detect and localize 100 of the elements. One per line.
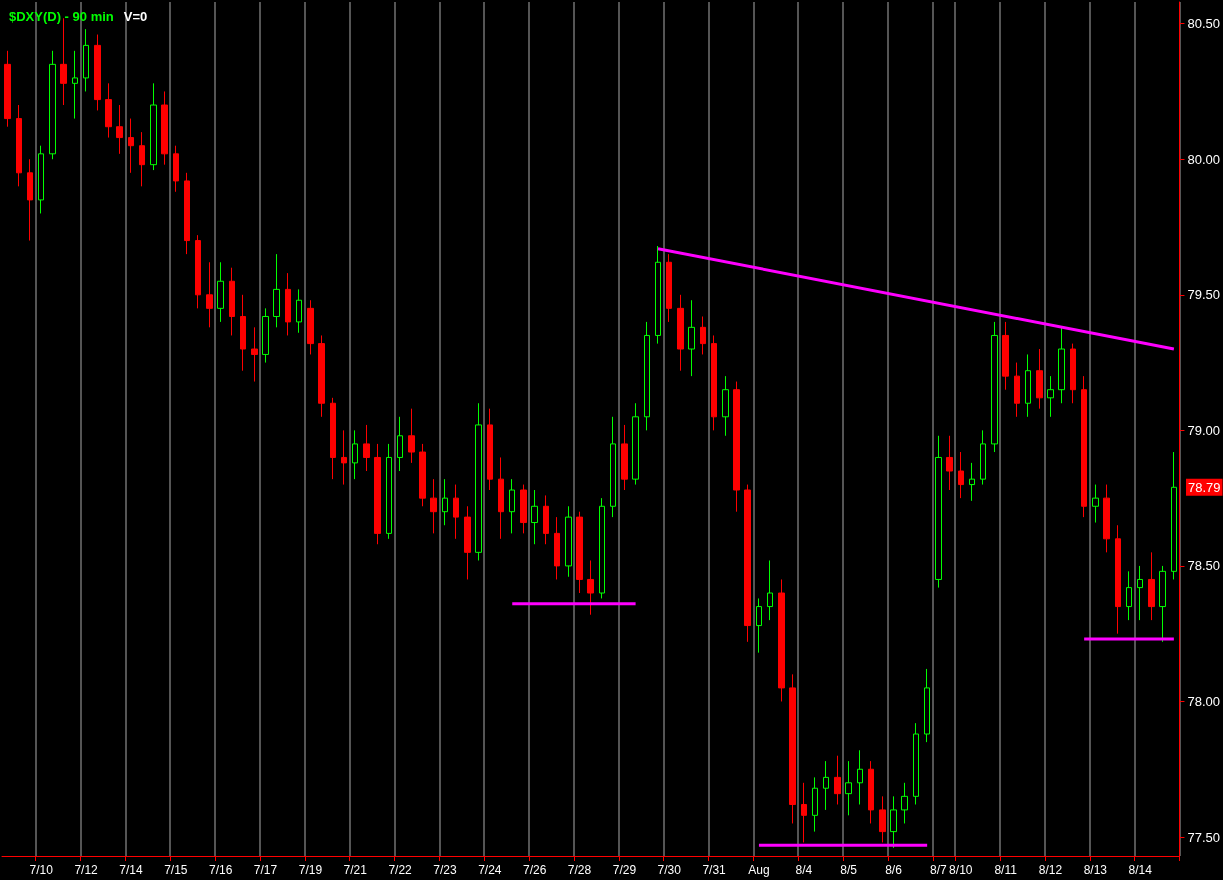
candlestick: [408, 408, 415, 464]
candlestick: [621, 424, 628, 491]
candlestick: [991, 321, 998, 453]
candlestick: [442, 478, 448, 526]
candlestick: [1036, 348, 1043, 410]
candlestick: [1025, 353, 1031, 418]
candlestick: [935, 435, 942, 589]
candlestick: [1171, 451, 1177, 580]
candlestick: [901, 782, 908, 824]
x-tick-label: 7/15: [164, 863, 188, 877]
candlestick: [72, 50, 78, 120]
candlestick: [453, 484, 459, 540]
candlestick: [913, 722, 919, 805]
candlestick: [386, 443, 392, 540]
candlestick: [823, 760, 829, 811]
candlestick: [397, 416, 403, 472]
candlestick: [330, 397, 336, 480]
candlestick: [711, 334, 717, 431]
candlestick: [352, 429, 358, 480]
y-tick-label: 78.00: [1187, 693, 1221, 709]
x-tick-label: 7/10: [29, 863, 54, 877]
candlestick: [173, 145, 179, 193]
candlestick: [1014, 362, 1020, 418]
candlestick: [958, 451, 964, 499]
candlestick: [464, 505, 471, 580]
x-tick-label: 7/22: [388, 863, 413, 877]
x-tick-label: 7/26: [522, 863, 547, 877]
candlestick: [83, 28, 89, 92]
candlestick: [845, 760, 852, 816]
candlestick: [1115, 524, 1121, 635]
x-tick-label: 8/7: [930, 863, 948, 877]
candlestick: [543, 494, 549, 545]
candlestick: [924, 668, 930, 743]
x-tick-label: 8/11: [994, 863, 1018, 877]
candlestick: [677, 294, 684, 372]
x-tick-label: 8/12: [1038, 863, 1063, 877]
candlestick: [576, 511, 583, 594]
text: $DXY(D) - 90 min: [9, 8, 114, 24]
x-tick-label: 7/12: [74, 863, 99, 877]
candlestick: [733, 381, 740, 513]
x-tick-label: 7/31: [702, 863, 727, 877]
candlestick: [744, 484, 751, 643]
candlestick: [128, 118, 134, 174]
candlestick: [273, 253, 280, 328]
candlestick: [688, 299, 695, 377]
x-tick-label: 7/30: [657, 863, 682, 877]
candlestick: [184, 172, 190, 255]
candlestick: [722, 375, 729, 437]
candlestick: [520, 484, 527, 534]
candlestick: [195, 234, 201, 309]
candlestick: [587, 559, 594, 616]
x-tick-label: 7/16: [208, 863, 233, 877]
x-tick-label: 8/10: [949, 863, 973, 877]
candlestick: [374, 443, 381, 545]
candlestick: [655, 245, 661, 345]
candlestick: [150, 82, 157, 171]
x-tick-label: 7/14: [119, 863, 143, 877]
candlestick: [49, 50, 56, 160]
x-tick-label: 7/28: [567, 863, 592, 877]
y-tick-label: 77.50: [1187, 829, 1221, 845]
candlestick: [599, 497, 605, 599]
candlestick: [857, 749, 863, 805]
candlestick: [229, 267, 235, 336]
candlestick: [868, 760, 874, 824]
candlestick: [487, 408, 493, 491]
candlestick: [946, 435, 953, 491]
candlestick: [419, 443, 426, 507]
candlestick: [644, 321, 650, 431]
candlestick: [1047, 375, 1054, 418]
candlestick: [94, 34, 101, 111]
candlestick: [161, 90, 168, 166]
text: 78.79: [1188, 479, 1221, 495]
candlestick: [296, 288, 302, 334]
candlestick: [4, 50, 11, 128]
x-tick-label: 7/17: [253, 863, 278, 877]
candlestick: [1159, 565, 1166, 643]
candlestick: [1103, 484, 1110, 553]
y-tick-label: 79.00: [1187, 422, 1221, 438]
candlestick: [565, 505, 572, 578]
candlestick: [27, 158, 33, 242]
candlestick: [1058, 326, 1065, 404]
candlestick: [531, 489, 538, 545]
candlestick: [980, 429, 986, 486]
candlestick: [60, 17, 67, 106]
candlestick: [206, 261, 213, 328]
x-tick-label: 8/13: [1083, 863, 1108, 877]
candlestick: [834, 755, 841, 805]
candlestick: [767, 559, 773, 621]
y-tick-label: 80.00: [1187, 151, 1221, 167]
candlestick: [217, 261, 224, 323]
candlestick: [240, 294, 246, 372]
candlestick: [341, 429, 347, 486]
candlestick: [1092, 484, 1099, 524]
candlestick: [812, 776, 818, 833]
candlestick: [1002, 321, 1009, 391]
candlestick: [969, 462, 975, 502]
candlestick: [789, 673, 796, 824]
candlestick: [16, 104, 22, 187]
y-tick-label: 78.50: [1187, 558, 1221, 574]
candlestick: [756, 597, 762, 654]
